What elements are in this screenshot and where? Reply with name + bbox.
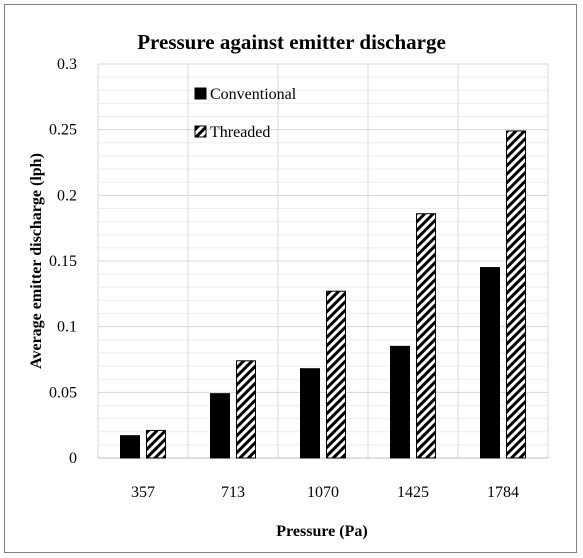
legend-label-conventional: Conventional	[210, 86, 297, 103]
x-axis-label: Pressure (Pa)	[276, 523, 367, 540]
y-tick-label: 0.1	[57, 319, 77, 336]
threaded-bar-357	[146, 429, 166, 459]
conventional-bar-1425	[390, 345, 410, 459]
y-tick-label: 0.05	[49, 384, 77, 401]
y-axis-label: Average emitter discharge (lph)	[28, 153, 45, 369]
conventional-bar-1070	[300, 368, 320, 459]
chart-title: Pressure against emitter discharge	[137, 30, 446, 54]
legend-swatch-conventional	[194, 87, 207, 100]
legend-label-threaded: Threaded	[210, 124, 270, 141]
y-tick-label: 0.3	[57, 56, 77, 73]
x-tick-label: 1070	[307, 484, 339, 501]
y-tick-label: 0.2	[57, 187, 77, 204]
threaded-bar-1784	[506, 130, 526, 459]
legend-swatch-threaded	[194, 125, 207, 138]
x-tick-label: 1784	[487, 484, 519, 501]
conventional-bar-357	[120, 435, 140, 459]
threaded-bar-713	[236, 360, 256, 459]
x-tick-label: 713	[221, 484, 245, 501]
y-tick-label: 0.25	[49, 122, 77, 139]
conventional-bar-1784	[480, 267, 500, 459]
threaded-bar-1070	[326, 290, 346, 459]
conventional-bar-713	[210, 393, 230, 459]
threaded-bar-1425	[416, 213, 436, 459]
x-tick-label: 357	[131, 484, 155, 501]
y-tick-label: 0	[69, 450, 77, 467]
y-tick-label: 0.15	[49, 253, 77, 270]
x-tick-label: 1425	[397, 484, 429, 501]
